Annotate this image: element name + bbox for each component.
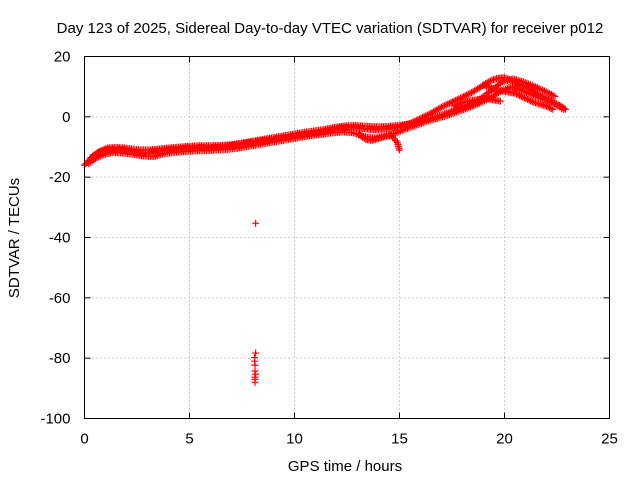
plot-frame [84, 56, 610, 419]
chart-title: Day 123 of 2025, Sidereal Day-to-day VTE… [57, 20, 604, 37]
data-point [513, 90, 521, 98]
data-point [445, 99, 453, 107]
data-point [461, 92, 469, 100]
data-point [520, 94, 528, 102]
data-point [251, 367, 259, 375]
data-point [95, 153, 103, 161]
data-point [519, 93, 527, 101]
data-point [522, 95, 530, 103]
data-point [444, 100, 452, 108]
axis-ticks: 0 5 10 15 20 25 -100 -80 -60 -40 -20 0 20 [40, 49, 617, 448]
data-point [466, 89, 474, 97]
data-point [396, 146, 403, 154]
data-point [455, 100, 463, 108]
data-point [441, 102, 449, 110]
data-point [486, 77, 494, 85]
data-point [528, 98, 536, 106]
data-point [453, 101, 461, 109]
data-point [543, 102, 550, 110]
data-point [450, 102, 458, 110]
y-tick-label: 20 [54, 49, 71, 66]
y-tick-label: -100 [40, 411, 70, 428]
data-point [252, 349, 260, 357]
x-tick-label: 15 [391, 431, 408, 448]
data-point [447, 99, 455, 107]
x-tick-label: 0 [80, 431, 88, 448]
y-axis-label: SDTVAR / TECUs [6, 178, 23, 298]
y-tick-label: -80 [49, 350, 71, 367]
data-point [544, 103, 552, 111]
data-point [527, 97, 535, 105]
data-point [460, 93, 468, 101]
data-point [491, 85, 499, 93]
x-tick-label: 10 [286, 431, 303, 448]
data-point [463, 91, 471, 99]
data-point [251, 361, 259, 369]
x-tick-label: 25 [601, 431, 618, 448]
data-point [546, 104, 554, 112]
data-point [486, 83, 494, 91]
x-tick-label: 5 [185, 431, 193, 448]
data-point [100, 151, 108, 159]
y-tick-label: 0 [62, 109, 70, 126]
data-point [489, 84, 497, 92]
data-point [252, 370, 260, 378]
y-tick-label: -60 [49, 290, 71, 307]
data-point [93, 154, 101, 162]
data-point [525, 96, 533, 104]
data-point [452, 101, 460, 109]
data-point [251, 378, 259, 386]
data-point [449, 98, 457, 106]
data-point [559, 105, 567, 113]
data-point [439, 102, 447, 110]
data-point [514, 91, 522, 99]
data-point [436, 104, 444, 112]
data-point [252, 219, 260, 227]
data-point [457, 99, 465, 107]
plot-points [81, 74, 569, 386]
data-point [360, 134, 368, 142]
y-tick-label: -40 [49, 230, 71, 247]
data-point [438, 103, 445, 111]
data-point [496, 97, 504, 105]
data-point [516, 92, 524, 100]
data-point [524, 95, 532, 103]
data-point [464, 90, 472, 98]
grid [84, 56, 610, 419]
data-point [551, 92, 559, 100]
x-axis-label: GPS time / hours [288, 458, 402, 475]
data-point [98, 151, 106, 159]
data-point [349, 129, 357, 137]
data-point [517, 92, 525, 100]
data-point [442, 101, 450, 109]
x-tick-label: 20 [496, 431, 513, 448]
data-point [547, 105, 555, 113]
y-tick-label: -20 [49, 169, 71, 186]
data-point [549, 105, 557, 113]
data-point [96, 152, 104, 160]
data-point [511, 89, 519, 97]
data-point [487, 84, 495, 92]
